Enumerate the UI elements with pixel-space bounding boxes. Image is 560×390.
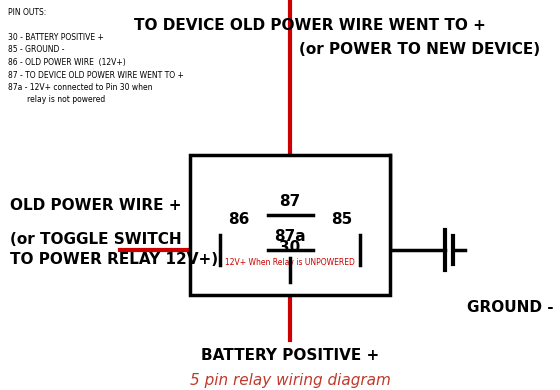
Text: (or TOGGLE SWITCH: (or TOGGLE SWITCH bbox=[10, 232, 181, 248]
Text: TO POWER RELAY 12V+): TO POWER RELAY 12V+) bbox=[10, 252, 218, 268]
Text: GROUND -: GROUND - bbox=[466, 301, 553, 316]
Text: (or POWER TO NEW DEVICE): (or POWER TO NEW DEVICE) bbox=[300, 42, 540, 57]
Bar bbox=[190, 155, 390, 295]
Text: TO DEVICE OLD POWER WIRE WENT TO +: TO DEVICE OLD POWER WIRE WENT TO + bbox=[134, 18, 486, 33]
Text: OLD POWER WIRE +: OLD POWER WIRE + bbox=[10, 197, 181, 213]
Text: 30: 30 bbox=[279, 240, 301, 255]
Text: 5 pin relay wiring diagram: 5 pin relay wiring diagram bbox=[190, 373, 390, 388]
Text: 85: 85 bbox=[331, 212, 352, 227]
Text: 86: 86 bbox=[228, 212, 249, 227]
Text: PIN OUTS:

30 - BATTERY POSITIVE +
85 - GROUND -
86 - OLD POWER WIRE  (12V+)
87 : PIN OUTS: 30 - BATTERY POSITIVE + 85 - G… bbox=[8, 8, 184, 105]
Text: 87a: 87a bbox=[274, 229, 306, 244]
Text: 12V+ When Relay is UNPOWERED: 12V+ When Relay is UNPOWERED bbox=[225, 258, 355, 267]
Text: 87: 87 bbox=[279, 194, 301, 209]
Text: BATTERY POSITIVE +: BATTERY POSITIVE + bbox=[201, 348, 379, 363]
